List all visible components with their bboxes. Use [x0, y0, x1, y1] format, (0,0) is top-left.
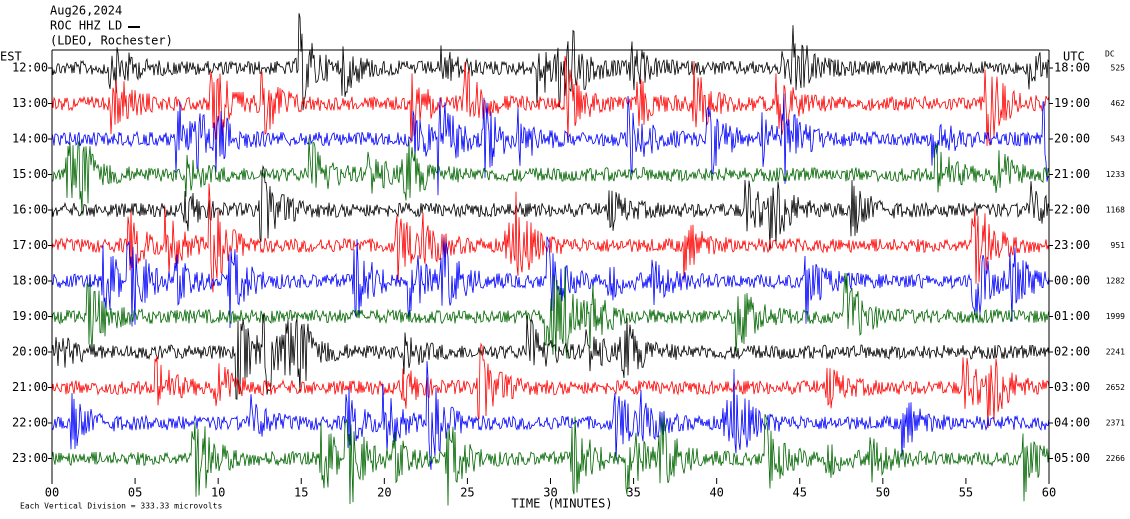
utc-label: 00:00: [1054, 274, 1090, 288]
utc-label: 04:00: [1054, 416, 1090, 430]
dc-value: 462: [1111, 99, 1126, 108]
utc-label: 22:00: [1054, 203, 1090, 217]
trace: [51, 164, 1050, 251]
est-label: 22:00: [12, 416, 48, 430]
est-label: 16:00: [12, 203, 48, 217]
dc-value: 1233: [1106, 170, 1125, 179]
utc-label: 03:00: [1054, 380, 1090, 394]
left-axis-title: EST: [0, 50, 22, 64]
trace: [51, 93, 1050, 196]
station: ROC HHZ LD: [50, 19, 122, 33]
trace: [51, 414, 1050, 506]
x-tick-label: 05: [128, 486, 142, 500]
est-label: 14:00: [12, 132, 48, 146]
utc-label: 19:00: [1054, 96, 1090, 110]
x-tick-label: 45: [793, 486, 807, 500]
dc-value: 2652: [1106, 383, 1125, 392]
x-tick-label: 00: [45, 486, 59, 500]
x-tick-label: 15: [294, 486, 308, 500]
utc-label: 05:00: [1054, 451, 1090, 465]
x-tick-label: 60: [1042, 486, 1056, 500]
x-tick-label: 50: [876, 486, 890, 500]
utc-label: 20:00: [1054, 132, 1090, 146]
trace: [51, 236, 1050, 329]
x-tick-label: 55: [959, 486, 973, 500]
x-tick-label: 20: [377, 486, 391, 500]
x-tick-label: 40: [709, 486, 723, 500]
utc-label: 01:00: [1054, 309, 1090, 323]
est-label: 13:00: [12, 96, 48, 110]
trace: [51, 314, 1050, 400]
dc-value: 2266: [1106, 454, 1125, 463]
dc-value: 951: [1111, 241, 1126, 250]
est-label: 23:00: [12, 451, 48, 465]
date: Aug26,2024: [50, 4, 122, 18]
right-axis-title: UTC: [1063, 50, 1085, 64]
trace: [51, 266, 1050, 359]
trace: [51, 56, 1050, 147]
est-label: 17:00: [12, 238, 48, 252]
dc-value: 2371: [1106, 419, 1125, 428]
x-tick-label: 25: [460, 486, 474, 500]
footnote: Each Vertical Division = 333.33 microvol…: [20, 502, 222, 511]
est-label: 15:00: [12, 167, 48, 181]
dc-value: 525: [1111, 64, 1126, 73]
x-tick-label: 35: [626, 486, 640, 500]
est-label: 18:00: [12, 274, 48, 288]
traces: [51, 13, 1050, 506]
location: (LDEO, Rochester): [50, 34, 173, 48]
trace: [51, 13, 1050, 111]
trace: [51, 361, 1050, 470]
dc-title: DC: [1105, 50, 1115, 59]
utc-label: 18:00: [1054, 61, 1090, 75]
dc-value: 2241: [1106, 348, 1125, 357]
x-tick-label: 10: [211, 486, 225, 500]
est-label: 12:00: [12, 61, 48, 75]
dc-value: 1999: [1106, 312, 1125, 321]
dc-value: 1168: [1106, 206, 1125, 215]
trace: [51, 183, 1050, 293]
utc-label: 23:00: [1054, 238, 1090, 252]
trace: [51, 138, 1050, 216]
est-label: 20:00: [12, 345, 48, 359]
est-label: 21:00: [12, 380, 48, 394]
utc-label: 21:00: [1054, 167, 1090, 181]
x-tick-label: 30: [543, 486, 557, 500]
dc-value: 543: [1111, 135, 1126, 144]
dc-value: 1282: [1106, 277, 1125, 286]
utc-label: 02:00: [1054, 345, 1090, 359]
trace: [51, 342, 1050, 429]
est-label: 19:00: [12, 309, 48, 323]
x-axis-label: TIME (MINUTES): [511, 497, 612, 511]
